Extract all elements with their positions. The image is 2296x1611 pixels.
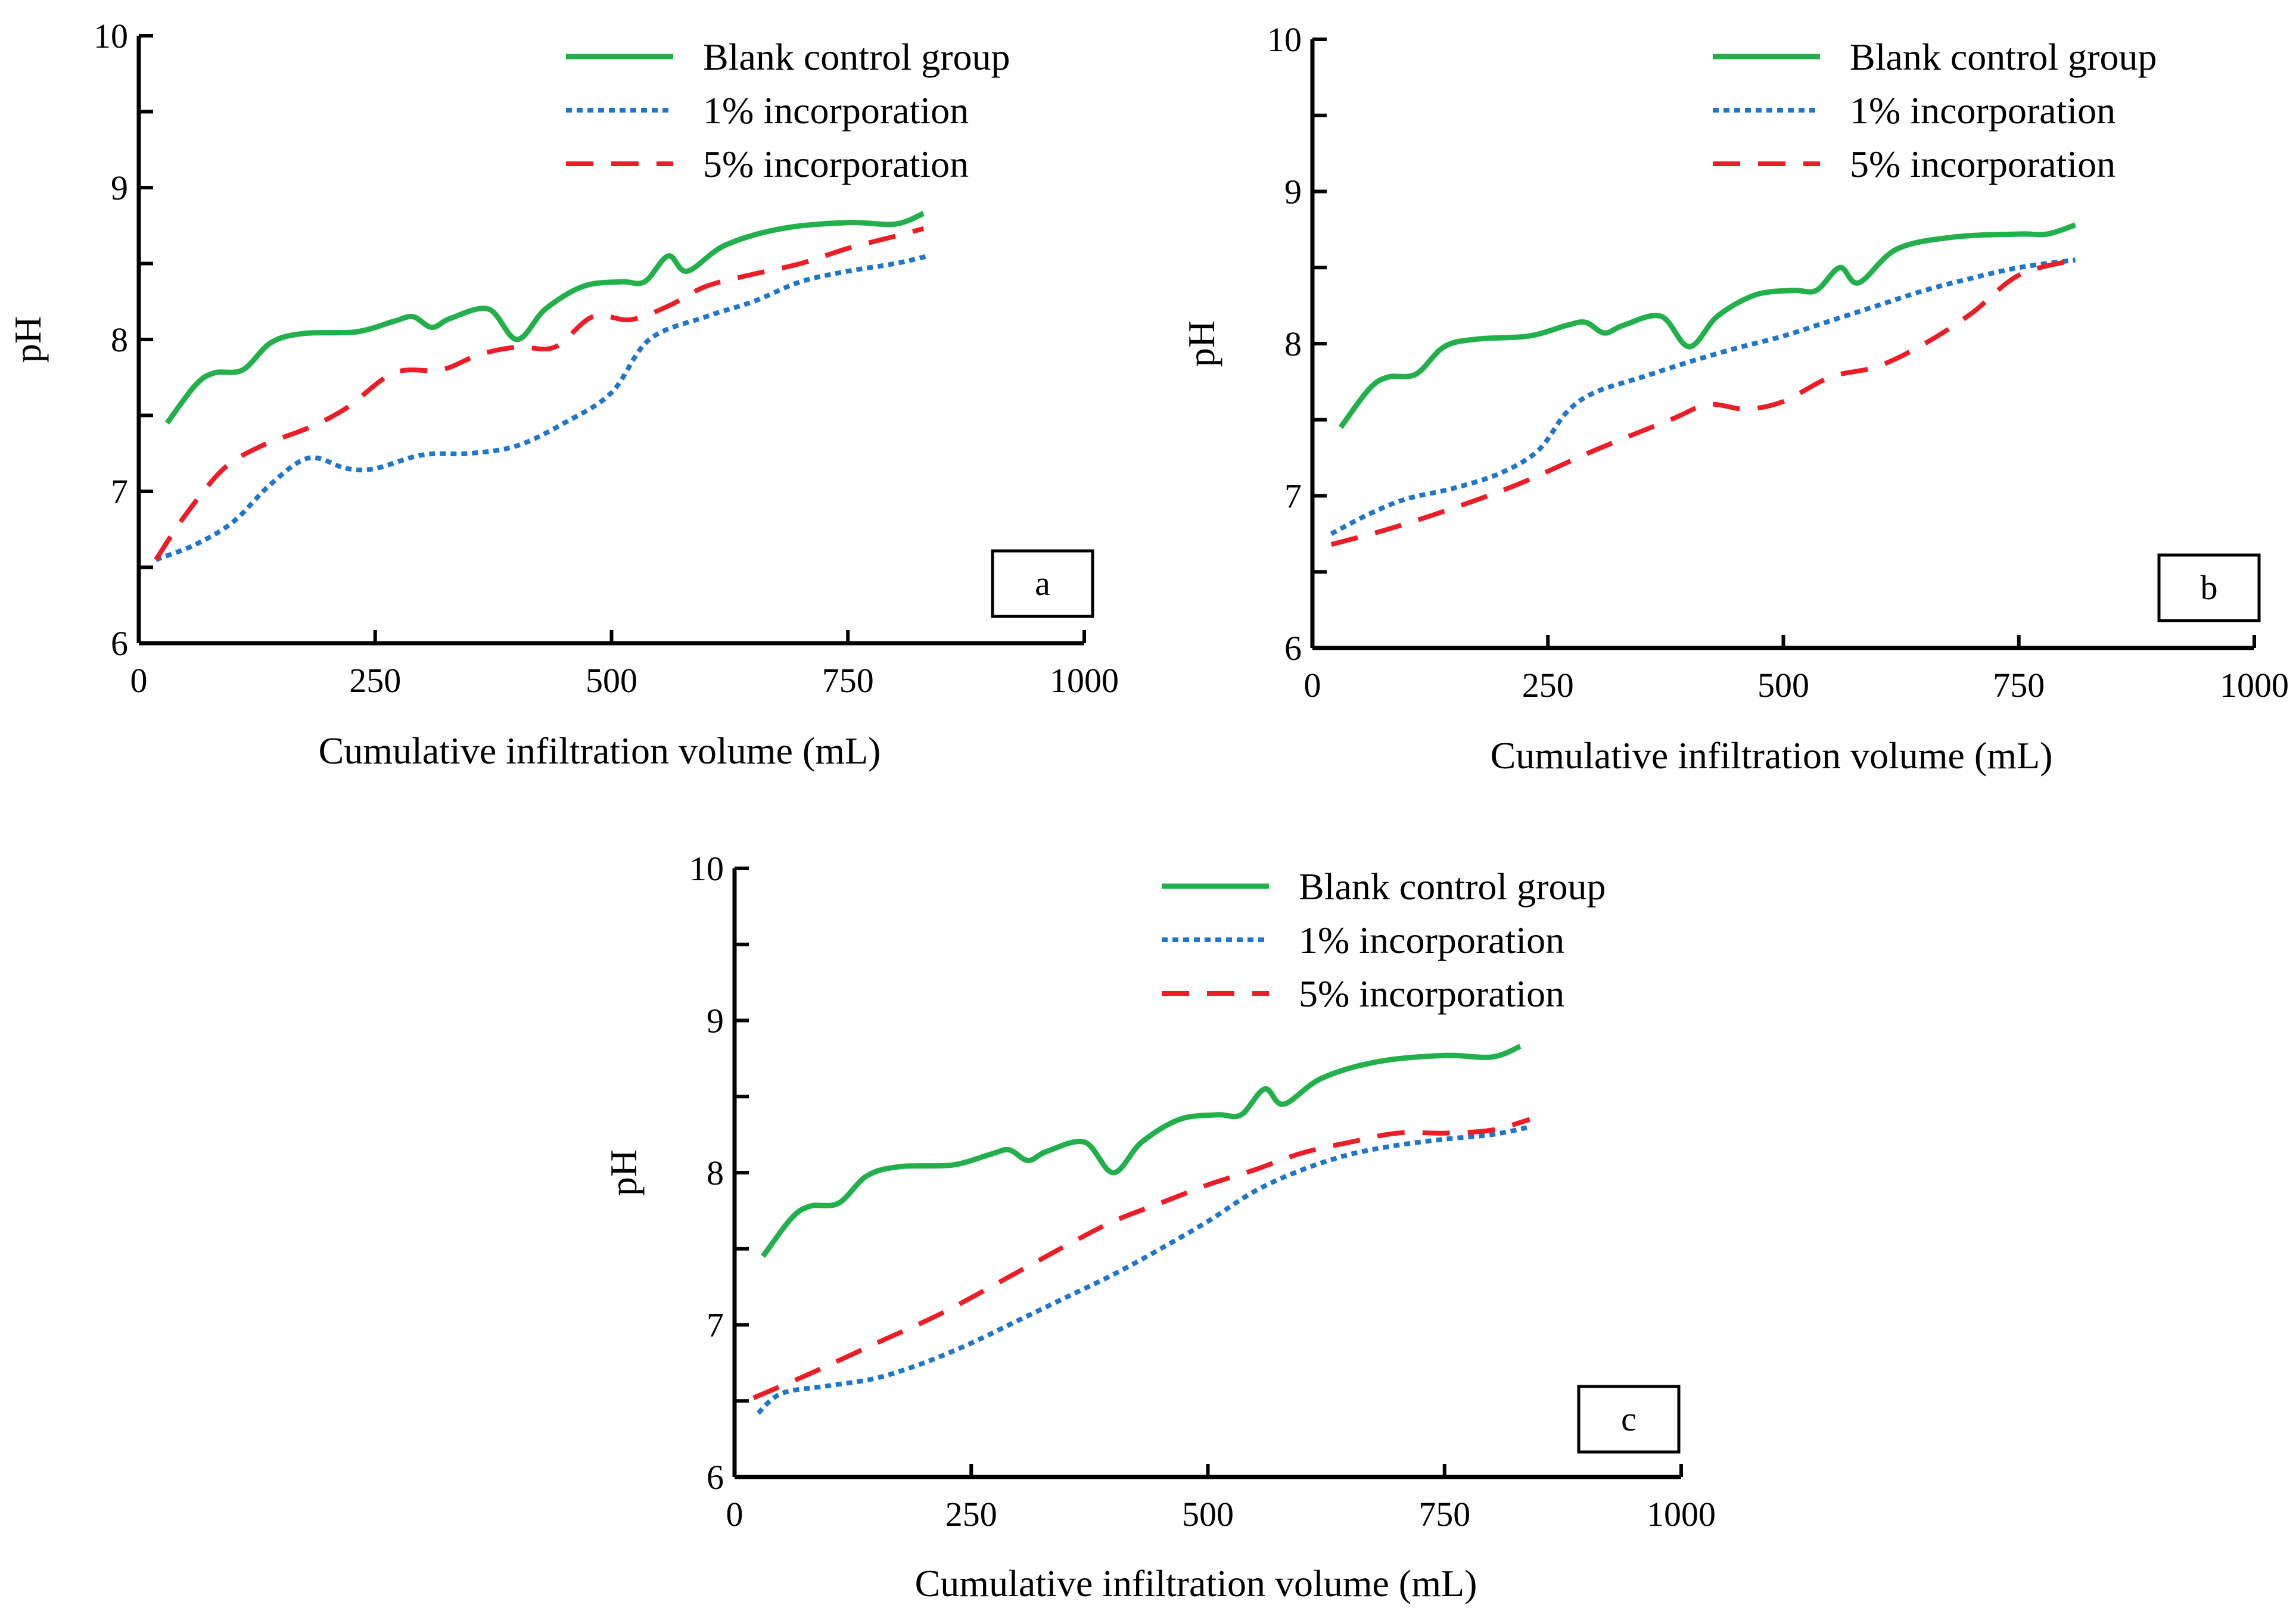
panel-label: a [1035, 564, 1050, 603]
y-tick-label: 9 [707, 1002, 724, 1040]
y-tick-label: 10 [94, 17, 128, 55]
series-line-blank [164, 211, 925, 425]
legend-label-one: 1% incorporation [703, 89, 969, 132]
x-tick-label: 500 [1182, 1495, 1234, 1534]
x-tick-label: 750 [822, 661, 874, 700]
y-tick-label: 8 [111, 320, 128, 359]
legend-label-blank: Blank control group [1299, 865, 1606, 908]
x-tick-label: 500 [586, 661, 637, 700]
y-tick-label: 10 [1267, 20, 1302, 59]
legend-label-one: 1% incorporation [1299, 919, 1564, 961]
panel-label-box [2157, 553, 2261, 622]
x-tick-label: 1000 [2220, 666, 2289, 705]
x-tick-label: 750 [1418, 1495, 1470, 1534]
x-tick-label: 1000 [1050, 661, 1119, 700]
panel-label-box [991, 549, 1094, 618]
y-tick-label: 6 [111, 624, 128, 663]
y-tick-label: 9 [1284, 173, 1302, 211]
series-line-five [1330, 257, 2076, 547]
x-tick-label: 250 [349, 661, 401, 700]
chart-panel-b: 6 7 8 9 10 0 250 500 750 1000 Cumulative infiltrat… [1180, 20, 2289, 777]
y-tick-label: 9 [111, 169, 128, 207]
x-tick-label: 250 [1522, 666, 1574, 705]
panel-label: b [2201, 568, 2218, 607]
x-tick-label: 0 [1304, 666, 1321, 705]
x-axis-title: Cumulative infiltration volume (mL) [319, 730, 881, 772]
y-tick-label: 8 [1284, 325, 1302, 363]
series-line-five [154, 226, 925, 561]
y-tick-label: 10 [689, 849, 724, 888]
series-line-five [752, 1117, 1530, 1400]
chart-panel-a: 6 7 8 9 10 0 250 500 750 1000 Cumulative infiltrat… [7, 17, 1119, 772]
x-tick-label: 750 [1993, 666, 2045, 705]
y-tick-label: 7 [1284, 477, 1302, 516]
y-tick-label: 7 [111, 472, 128, 511]
x-axis-title: Cumulative infiltration volume (mL) [1491, 734, 2053, 777]
panel-label: c [1621, 1400, 1637, 1438]
y-tick-label: 7 [707, 1306, 724, 1345]
series-line-blank [1338, 222, 2077, 429]
x-tick-label: 250 [945, 1495, 997, 1534]
legend-label-blank: Blank control group [1850, 36, 2157, 78]
series-line-one [1330, 257, 2076, 536]
y-axis-title: pH [7, 316, 49, 363]
x-tick-label: 500 [1757, 666, 1809, 705]
chart-panel-c: 6 7 8 9 10 0 250 500 750 1000 Cumulative infiltrat… [602, 849, 1716, 1604]
x-axis-title: Cumulative infiltration volume (mL) [915, 1562, 1477, 1604]
x-tick-label: 0 [726, 1495, 743, 1534]
y-tick-label: 6 [1284, 629, 1302, 668]
series-line-one [756, 1124, 1530, 1415]
legend-label-five: 5% incorporation [1299, 973, 1564, 1015]
x-tick-label: 0 [130, 661, 148, 700]
y-axis-title: pH [602, 1149, 645, 1196]
legend-label-blank: Blank control group [703, 36, 1010, 78]
legend-label-five: 5% incorporation [703, 143, 969, 185]
legend-label-five: 5% incorporation [1850, 143, 2115, 185]
y-axis-title: pH [1180, 320, 1222, 367]
series-line-blank [761, 1043, 1522, 1258]
x-tick-label: 1000 [1647, 1495, 1716, 1534]
y-tick-label: 8 [707, 1154, 724, 1192]
legend-label-one: 1% incorporation [1850, 89, 2115, 132]
y-tick-label: 6 [707, 1458, 724, 1497]
panel-label-box [1577, 1385, 1681, 1454]
series-line-one [155, 253, 929, 562]
